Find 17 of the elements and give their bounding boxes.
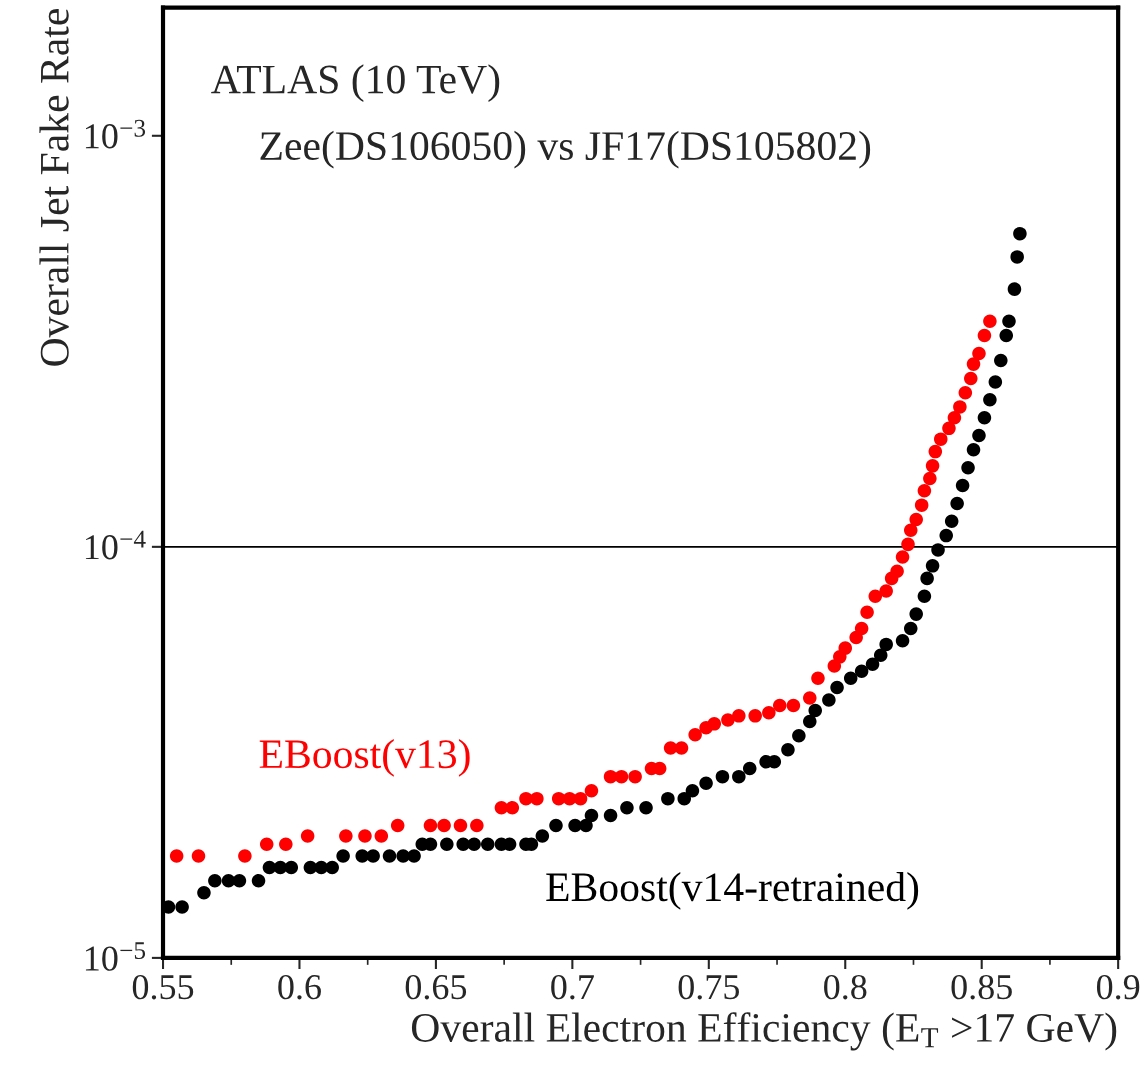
x-tick-label: 0.7 <box>551 974 594 1000</box>
x-tick-label: 0.8 <box>824 974 867 1000</box>
x-tick-label: 0.55 <box>132 974 194 1000</box>
y-tick-label: 10$^{−5}$ <box>85 942 146 971</box>
series-label: EBoost(v13) <box>259 738 470 777</box>
annotation: ATLAS (10 TeV) <box>211 64 500 103</box>
y-tick-label: 10$^{−3}$ <box>85 119 146 149</box>
y-axis-title: Overall Jet Fake Rate <box>39 9 69 366</box>
x-tick-label: 0.9 <box>1096 974 1140 1000</box>
x-tick-label: 0.75 <box>678 974 739 1000</box>
x-tick-label: 0.85 <box>951 974 1012 1000</box>
y-tick-label: 10$^{−4}$ <box>85 530 146 560</box>
annotation: Zee(DS106050) vs JF17(DS105802) <box>260 130 871 169</box>
x-tick-label: 0.65 <box>405 974 467 1000</box>
x-axis-title: Overall Electron Efficiency (E$_{T}$ >17 GeV) <box>411 1012 1117 1051</box>
series-label: EBoost(v14-retrained) <box>546 871 919 910</box>
x-tick-label: 0.6 <box>278 974 321 1000</box>
